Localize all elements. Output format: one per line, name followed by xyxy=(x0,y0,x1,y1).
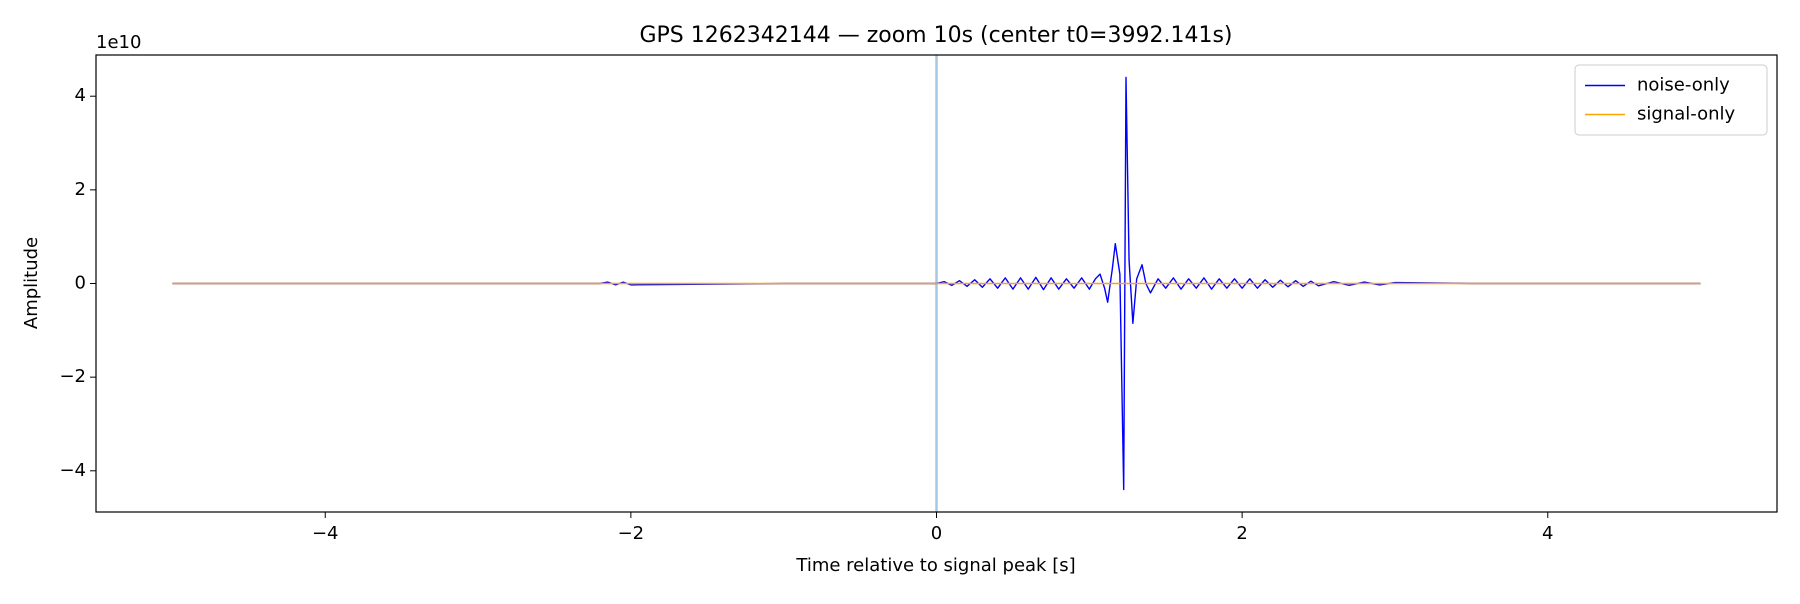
x-tick-label: 2 xyxy=(1236,523,1247,544)
y-tick-label: −4 xyxy=(59,460,86,481)
legend-label: signal-only xyxy=(1637,104,1735,125)
x-tick-label: 4 xyxy=(1542,523,1553,544)
x-tick-label: 0 xyxy=(931,523,942,544)
y-tick-label: 4 xyxy=(75,85,86,106)
legend-label: noise-only xyxy=(1637,75,1730,96)
y-tick-label: 2 xyxy=(75,179,86,200)
x-tick-label: −4 xyxy=(312,523,339,544)
y-tick-label: −2 xyxy=(59,366,86,387)
y-axis-label: Amplitude xyxy=(21,237,42,329)
y-tick-label: 0 xyxy=(75,273,86,294)
x-axis-label: Time relative to signal peak [s] xyxy=(795,555,1075,576)
series-line xyxy=(172,76,1701,491)
x-tick-label: −2 xyxy=(618,523,645,544)
chart-title: GPS 1262342144 — zoom 10s (center t0=399… xyxy=(639,23,1232,48)
legend-box xyxy=(1574,64,1768,136)
y-offset-label: 1e10 xyxy=(96,32,141,53)
